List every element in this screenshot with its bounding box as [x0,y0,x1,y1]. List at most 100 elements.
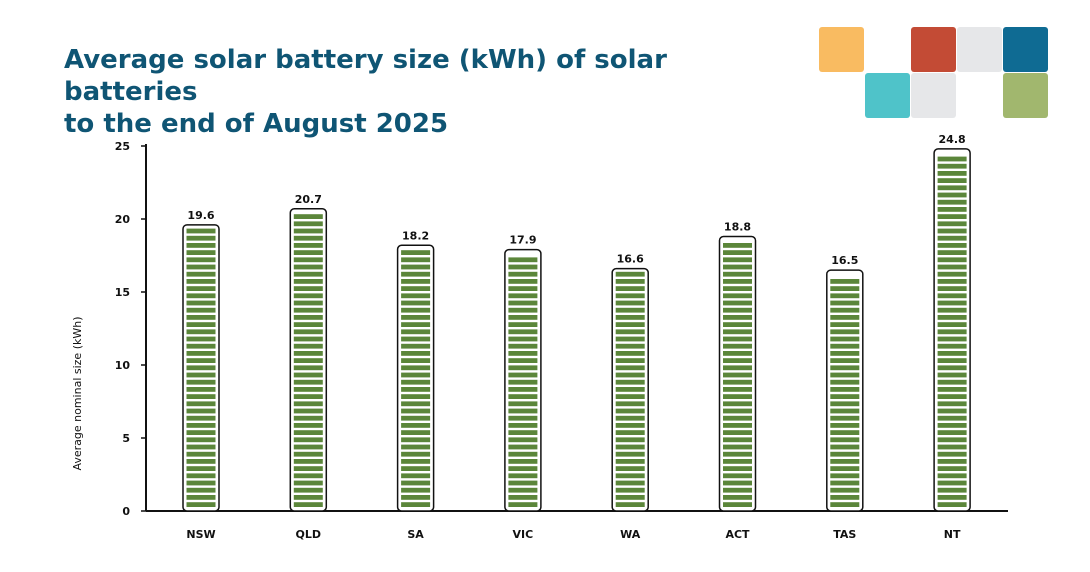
bar-segment [615,415,645,421]
bar-tas [826,269,864,512]
bar-segment [723,351,752,356]
bar-segment [723,379,752,385]
bar-segment [830,394,860,399]
bar-segment [293,336,323,342]
bar-segment [186,343,216,349]
bar-segment [508,444,538,450]
bar-segment [723,307,752,313]
bar-segment [401,257,431,263]
bar-segment [508,351,538,356]
bar-segment [401,286,431,291]
bar-segment [937,156,967,162]
bar-segment [615,408,645,414]
deco-tile-orange [819,27,864,72]
bar-segment [508,387,538,392]
bar-segment [830,430,860,435]
chart-title-line-2: to the end of August 2025 [64,109,449,139]
bar-segment [401,343,431,349]
bar-segment [723,365,752,371]
bar-segment [186,286,216,291]
bar-segment [508,358,538,363]
bar-segment [723,329,752,335]
chart-title: Average solar battery size (kWh) of sola… [64,44,804,140]
bar-segment [186,365,216,371]
bar-segment [615,394,645,399]
bar-segment [186,351,216,356]
bar-segment [508,415,538,421]
bar-segment [293,473,323,479]
bar-segment [186,279,216,284]
bar-segment [293,408,323,414]
bar-segment [723,437,752,443]
bar-segment [186,235,216,241]
bar-segment [937,444,967,450]
bar-segment [508,365,538,371]
bar-value-label: 16.6 [617,253,644,266]
bar-segment [937,351,967,356]
bar-segment [186,293,216,299]
bar-segment [615,437,645,443]
bar-segment [937,459,967,464]
bar-value-label: 20.7 [295,193,322,206]
bar-segment [830,487,860,493]
x-category-label: SA [407,528,424,541]
bar-segment [937,466,967,471]
bar-segment [401,250,431,255]
bar-segment [615,351,645,356]
bar-segment [615,336,645,342]
bar-segment [401,329,431,335]
bar-segment [186,394,216,399]
bar-segment [508,300,538,306]
bar-segment [830,279,860,284]
bar-segment [830,423,860,428]
bar-segment [401,315,431,320]
y-tick-label: 0 [122,505,130,518]
bar-segment [937,423,967,428]
bar-segment [723,451,752,457]
bar-segment [293,228,323,234]
bar-segment [723,343,752,349]
bar-segment [401,300,431,306]
bar-segment [186,444,216,450]
bar-segment [830,387,860,392]
bar-segment [937,163,967,169]
bar-segment [830,480,860,486]
bar-act [718,235,757,512]
bar-segment [293,480,323,486]
bar-segment [723,293,752,299]
bar-segment [615,379,645,385]
bar-segment [723,487,752,493]
bar-segment [401,322,431,327]
deco-tile-blue [1003,27,1048,72]
bar-segment [186,250,216,255]
bar-segment [830,372,860,378]
bar-segment [615,279,645,284]
bar-segment [401,459,431,464]
bar-segment [723,495,752,500]
bar-segment [186,307,216,313]
bar-segment [937,315,967,320]
bar-segment [186,495,216,500]
bar-segment [293,394,323,399]
bar-segment [723,243,752,248]
bar-segment [830,300,860,306]
bar-segment [723,336,752,342]
bar-segment [615,466,645,471]
bar-segment [615,329,645,335]
bar-segment [615,315,645,320]
bar-segment [615,372,645,378]
bar-segment [937,228,967,234]
bar-segment [186,502,216,507]
bar-segment [723,401,752,407]
bar-segment [937,271,967,277]
bar-segment [937,235,967,241]
bar-value-label: 18.8 [724,221,751,234]
bar-segment [293,221,323,227]
bar-segment [508,372,538,378]
bar-segment [508,315,538,320]
bar-segment [293,502,323,507]
bar-segment [508,279,538,284]
x-category-label: NT [944,528,961,541]
bar-segment [615,459,645,464]
bar-segment [615,401,645,407]
